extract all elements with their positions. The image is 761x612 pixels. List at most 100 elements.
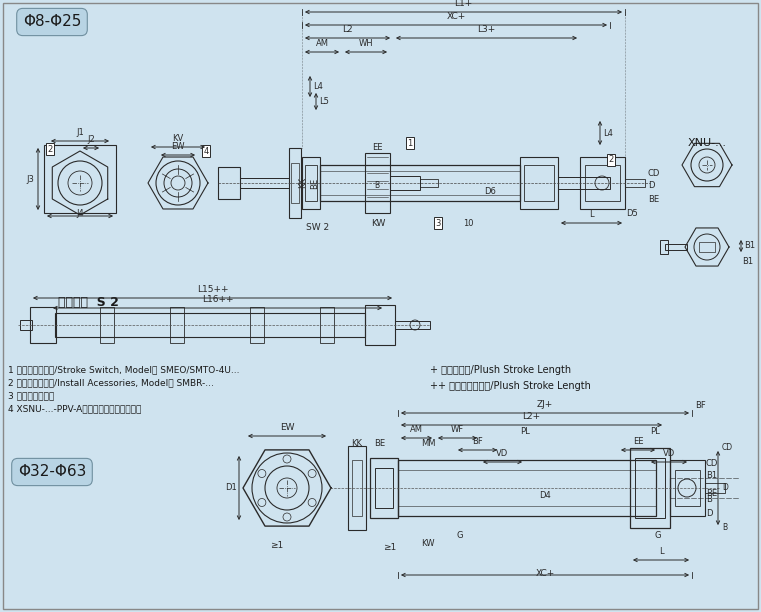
Bar [250,307,264,343]
Text: KV: KV [173,134,183,143]
Text: ≥1: ≥1 [270,542,284,551]
Text: B1: B1 [744,242,755,250]
Bar [625,179,645,187]
Text: XNU-...: XNU-... [687,138,727,148]
Text: Φ32-Φ63: Φ32-Φ63 [18,465,86,479]
Bar [365,305,395,345]
Text: D: D [706,509,712,518]
Text: 2 安装附件，型号/Install Acessories, Model； SMBR-...: 2 安装附件，型号/Install Acessories, Model； SMB… [8,378,214,387]
Text: J4: J4 [76,209,84,218]
Text: CD: CD [706,460,718,469]
Bar [370,458,398,518]
Bar [580,157,625,209]
Text: CD: CD [722,444,733,452]
Text: L15++: L15++ [197,285,228,294]
Text: D: D [722,483,728,493]
Text: B: B [722,523,727,532]
Bar [670,460,705,516]
Text: D: D [648,182,654,190]
Text: EE: EE [632,437,643,446]
Text: MM: MM [421,439,435,447]
Text: G: G [457,531,463,540]
Bar [558,177,610,189]
Text: J3: J3 [26,174,34,184]
Bar [305,165,317,201]
Bar [365,153,390,213]
Text: BE: BE [374,439,386,447]
Text: 3: 3 [435,218,441,228]
Text: PL: PL [650,428,660,436]
Bar [660,240,668,254]
Text: ≥1: ≥1 [384,543,396,553]
Bar [585,165,620,201]
Text: EE: EE [372,143,382,152]
Text: L: L [659,547,664,556]
Text: BE: BE [310,177,320,188]
Text: B1: B1 [742,256,753,266]
Bar [630,448,670,528]
Bar [218,167,240,199]
Text: 1 行程开关，型号/Stroke Switch, Model； SMEO/SMTO-4U...: 1 行程开关，型号/Stroke Switch, Model； SMEO/SMT… [8,365,240,374]
Text: SW 2: SW 2 [307,223,330,233]
Bar [390,176,420,190]
Text: D4: D4 [539,491,551,501]
Bar [520,157,558,209]
Bar [420,179,438,187]
Text: D5: D5 [626,209,638,217]
Bar [44,145,116,213]
Text: KW: KW [371,218,385,228]
Text: G: G [654,531,661,540]
Text: BF: BF [472,437,483,446]
Text: 4: 4 [203,146,209,155]
Bar [348,446,366,530]
Bar [398,460,656,516]
Text: L2+: L2+ [523,412,540,421]
Text: EW: EW [280,423,295,432]
Bar [55,313,365,337]
Text: + 表示加行程/Plush Stroke Length: + 表示加行程/Plush Stroke Length [430,365,571,375]
Text: AM: AM [316,39,329,48]
Text: L2: L2 [342,25,353,34]
Text: VD: VD [496,449,508,458]
Bar [635,458,665,518]
Text: XC+: XC+ [536,569,555,578]
Bar [291,163,299,203]
Text: L16++: L16++ [202,295,234,304]
Text: 4 XSNU-...-PPV-A型气缸终端缓冲调节螺钉: 4 XSNU-...-PPV-A型气缸终端缓冲调节螺钉 [8,404,142,413]
Bar [320,307,334,343]
Bar [352,460,362,516]
Text: J1: J1 [76,128,84,137]
Text: 1: 1 [407,138,412,147]
Text: 2: 2 [608,155,613,165]
Text: BF: BF [695,400,705,409]
Text: L3+: L3+ [477,25,495,34]
Text: L1+: L1+ [454,0,473,8]
Bar [665,244,687,250]
Text: 特殊设计  S 2: 特殊设计 S 2 [58,296,119,308]
Text: CD: CD [648,168,661,177]
Bar [30,307,56,343]
Bar [20,320,32,330]
Text: B: B [374,181,380,190]
Text: KK: KK [352,439,362,447]
Text: L4: L4 [603,129,613,138]
Bar [170,307,184,343]
Text: 10: 10 [463,218,473,228]
Text: VD: VD [663,449,675,458]
Bar [320,165,520,201]
Text: BE: BE [648,195,659,204]
Bar [675,470,700,506]
Bar [375,468,393,508]
Bar [302,157,320,209]
Text: 2: 2 [47,144,53,154]
Text: B: B [706,496,712,504]
Bar [100,307,114,343]
Bar [395,321,430,329]
Text: AM: AM [410,425,423,434]
Text: L: L [589,210,594,219]
Bar [289,148,301,218]
Text: ZJ+: ZJ+ [537,400,553,409]
Text: 3 钓形板手定位孔: 3 钓形板手定位孔 [8,391,54,400]
Bar [699,242,715,252]
Text: EW: EW [171,142,185,151]
